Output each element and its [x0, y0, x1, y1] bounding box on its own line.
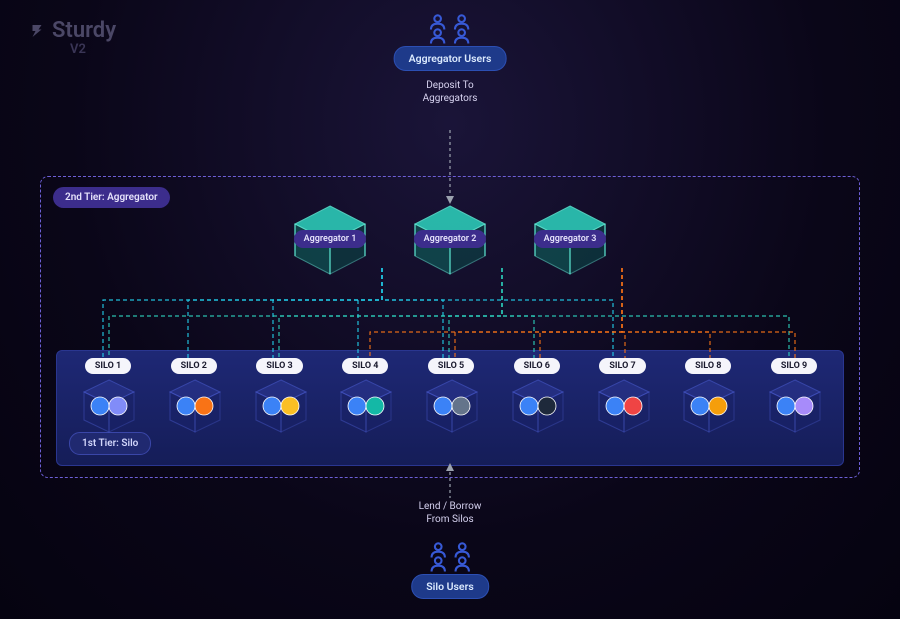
- silo-label: SILO 4: [342, 358, 388, 374]
- silo-node: SILO 2: [158, 358, 230, 436]
- deposit-label: Deposit ToAggregators: [423, 79, 478, 105]
- silo-label: SILO 7: [599, 358, 645, 374]
- silo-label: SILO 3: [256, 358, 302, 374]
- aggregator-node: Aggregator 3: [527, 204, 613, 276]
- silo-label: SILO 5: [428, 358, 474, 374]
- silo-cube: [593, 378, 653, 436]
- silo-node: SILO 6: [501, 358, 573, 436]
- silo-cube: [78, 378, 138, 436]
- user-icon: [428, 554, 448, 574]
- user-icons-bot: [428, 540, 472, 568]
- silo-cube: [335, 378, 395, 436]
- silo-cube: [250, 378, 310, 436]
- silo-node: SILO 7: [587, 358, 659, 436]
- aggregator-users-block: Aggregator Users Deposit ToAggregators: [394, 12, 507, 105]
- user-icons-top: [428, 12, 472, 40]
- aggregator-label: Aggregator 3: [534, 230, 607, 248]
- brand-logo: Sturdy: [28, 18, 116, 43]
- silo-node: SILO 3: [244, 358, 316, 436]
- silo-cube: [164, 378, 224, 436]
- silo-label: SILO 2: [171, 358, 217, 374]
- brand-name: Sturdy: [52, 18, 116, 43]
- silo-users-pill: Silo Users: [411, 574, 489, 599]
- user-icon: [452, 26, 472, 46]
- aggregator-node: Aggregator 1: [287, 204, 373, 276]
- silo-label: SILO 8: [685, 358, 731, 374]
- silo-users-block: Silo Users: [411, 540, 489, 599]
- aggregator-label: Aggregator 2: [414, 230, 487, 248]
- silo-node: SILO 9: [758, 358, 830, 436]
- aggregators-row: Aggregator 1 Aggregator 2 Aggregator 3: [287, 204, 613, 276]
- tier2-label: 2nd Tier: Aggregator: [53, 187, 170, 208]
- silo-label: SILO 6: [514, 358, 560, 374]
- brand-version: V2: [70, 42, 86, 57]
- silo-node: SILO 5: [415, 358, 487, 436]
- aggregator-users-pill: Aggregator Users: [394, 46, 507, 71]
- silo-node: SILO 1: [72, 358, 144, 436]
- silo-label: SILO 9: [771, 358, 817, 374]
- silo-cube: [764, 378, 824, 436]
- user-icon: [452, 554, 472, 574]
- silo-cube: [507, 378, 567, 436]
- sturdy-logo-icon: [28, 22, 46, 40]
- silos-row: SILO 1 SILO 2 SILO 3 SILO 4 SILO 5 SILO: [72, 358, 830, 436]
- silo-cube: [678, 378, 738, 436]
- silo-cube: [421, 378, 481, 436]
- user-icon: [428, 26, 448, 46]
- lend-borrow-label: Lend / BorrowFrom Silos: [390, 500, 510, 526]
- silo-node: SILO 8: [672, 358, 744, 436]
- aggregator-label: Aggregator 1: [294, 230, 367, 248]
- aggregator-node: Aggregator 2: [407, 204, 493, 276]
- silo-node: SILO 4: [329, 358, 401, 436]
- silo-label: SILO 1: [85, 358, 131, 374]
